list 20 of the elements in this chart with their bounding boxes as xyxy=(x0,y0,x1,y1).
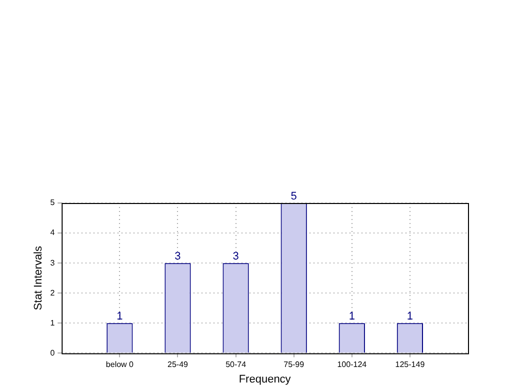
x-tick-label: 125-149 xyxy=(395,360,426,370)
y-tick-label: 2 xyxy=(50,288,56,298)
y-tick-label: 5 xyxy=(50,198,56,208)
y-tick-label: 1 xyxy=(50,318,56,328)
x-tick-label: below 0 xyxy=(106,360,134,370)
x-axis-title: Frequency xyxy=(238,373,292,386)
x-tick-label: 50-74 xyxy=(226,360,247,370)
y-tick-label: 3 xyxy=(50,258,56,268)
x-tick-label: 25-49 xyxy=(168,360,189,370)
x-tick-label: 100-124 xyxy=(337,360,368,370)
data-label: 3 xyxy=(174,250,181,263)
y-tick-label: 4 xyxy=(50,228,56,238)
data-label: 3 xyxy=(232,250,239,263)
y-axis-title: Stat Intervals xyxy=(32,246,45,310)
data-label: 1 xyxy=(406,310,414,323)
data-label: 5 xyxy=(290,190,297,203)
x-tick-label: 75-99 xyxy=(284,360,305,370)
data-label: 1 xyxy=(116,310,123,323)
data-label: 1 xyxy=(348,310,355,323)
y-tick-label: 0 xyxy=(50,348,56,358)
